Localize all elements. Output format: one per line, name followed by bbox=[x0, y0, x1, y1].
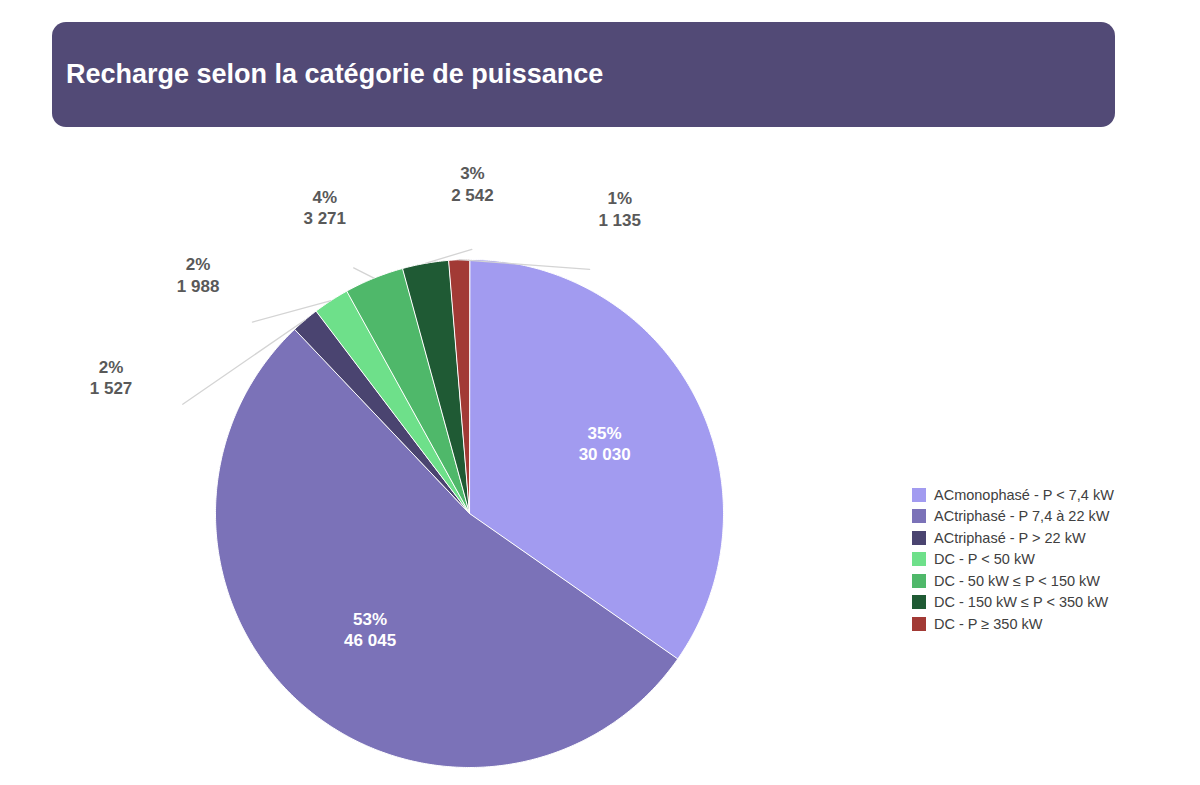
svg-text:4%3 271: 4%3 271 bbox=[303, 188, 346, 228]
svg-text:35%30 030: 35%30 030 bbox=[579, 424, 631, 464]
html-text:DC - 150 kW ≤ P < 350 kW: DC - 150 kW ≤ P < 350 kW bbox=[934, 594, 1109, 611]
html-text:DC - P ≥ 350 kW: DC - P ≥ 350 kW bbox=[934, 615, 1043, 632]
html-text:ACmonophasé - P < 7,4 kW: ACmonophasé - P < 7,4 kW bbox=[934, 486, 1114, 503]
svg-text:3%2 542: 3%2 542 bbox=[451, 164, 494, 204]
html-text:Recharge selon la catégorie de: Recharge selon la catégorie de puissance bbox=[66, 59, 604, 89]
html-text:ACtriphasé - P > 22 kW: ACtriphasé - P > 22 kW bbox=[934, 529, 1086, 546]
html-text:DC - 50 kW ≤ P < 150 kW: DC - 50 kW ≤ P < 150 kW bbox=[934, 572, 1100, 589]
svg-text:2%1 988: 2%1 988 bbox=[177, 255, 220, 295]
svg-text:1%1 135: 1%1 135 bbox=[598, 189, 641, 229]
html-text:DC - P < 50 kW: DC - P < 50 kW bbox=[934, 551, 1035, 568]
svg-text:2%1 527: 2%1 527 bbox=[90, 358, 133, 398]
html-text:ACtriphasé - P 7,4 à 22 kW: ACtriphasé - P 7,4 à 22 kW bbox=[934, 508, 1110, 525]
svg-text:53%46 045: 53%46 045 bbox=[344, 610, 396, 650]
